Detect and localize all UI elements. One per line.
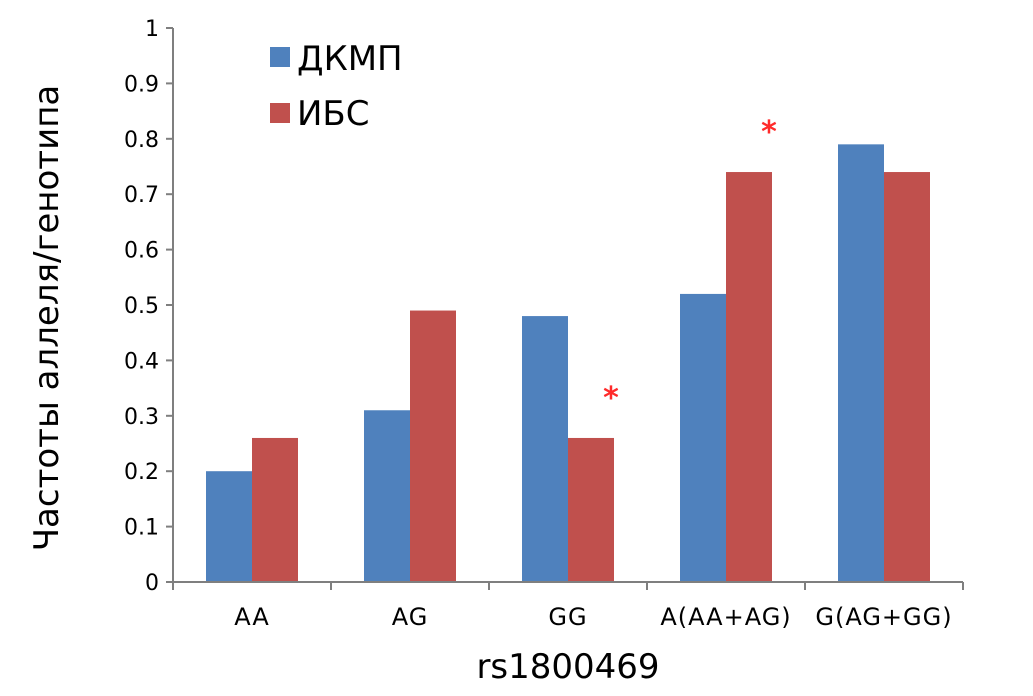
y-tick-label: 0.1 <box>124 516 159 541</box>
legend: ДКМП ИБС <box>270 39 403 134</box>
y-tick-label: 0.9 <box>124 72 159 97</box>
legend-label-ibs: ИБС <box>297 94 370 134</box>
bar-ibs-3 <box>726 172 772 583</box>
bar-ibs-2 <box>568 437 614 582</box>
bar-ibs-1 <box>410 310 456 582</box>
bar-dkmp-3 <box>680 293 726 582</box>
legend-swatch-ibs <box>270 103 290 123</box>
bar-dkmp-4 <box>838 144 884 582</box>
bar-dkmp-2 <box>522 316 568 582</box>
bar-dkmp-1 <box>364 410 410 582</box>
x-tick-label: GG <box>548 603 587 631</box>
axes-group: 0 0.1 0.2 0.3 0.4 0.5 0.6 0.7 0.8 0.9 1 AA AG GG A(AA+… <box>124 17 964 631</box>
y-tick-label: 0.2 <box>124 460 159 485</box>
bar-ibs-4 <box>884 172 930 583</box>
x-tick-label: AG <box>392 603 429 631</box>
y-tick-label: 0.6 <box>124 239 159 264</box>
x-tick-label: G(AG+GG) <box>815 603 952 631</box>
significance-star: * <box>761 115 777 150</box>
y-tick-label: 1 <box>145 17 159 42</box>
bar-ibs-0 <box>252 437 298 582</box>
y-tick-label: 0.3 <box>124 405 159 430</box>
annotations-group: ** <box>603 115 777 416</box>
x-tick-label: A(AA+AG) <box>660 603 791 631</box>
y-tick-label: 0 <box>145 571 159 596</box>
legend-label-dkmp: ДКМП <box>297 39 403 79</box>
significance-star: * <box>603 381 619 416</box>
x-tick-label: AA <box>234 603 270 631</box>
legend-swatch-dkmp <box>270 47 290 67</box>
y-tick-label: 0.8 <box>124 128 159 153</box>
bars-group <box>206 144 930 583</box>
y-axis-title: Частоты аллеля/генотипа <box>27 85 67 552</box>
y-tick-label: 0.7 <box>124 183 159 208</box>
y-tick-label: 0.4 <box>124 349 159 374</box>
x-axis-title: rs1800469 <box>476 647 659 687</box>
y-tick-label: 0.5 <box>124 294 159 319</box>
bar-dkmp-0 <box>206 471 252 582</box>
